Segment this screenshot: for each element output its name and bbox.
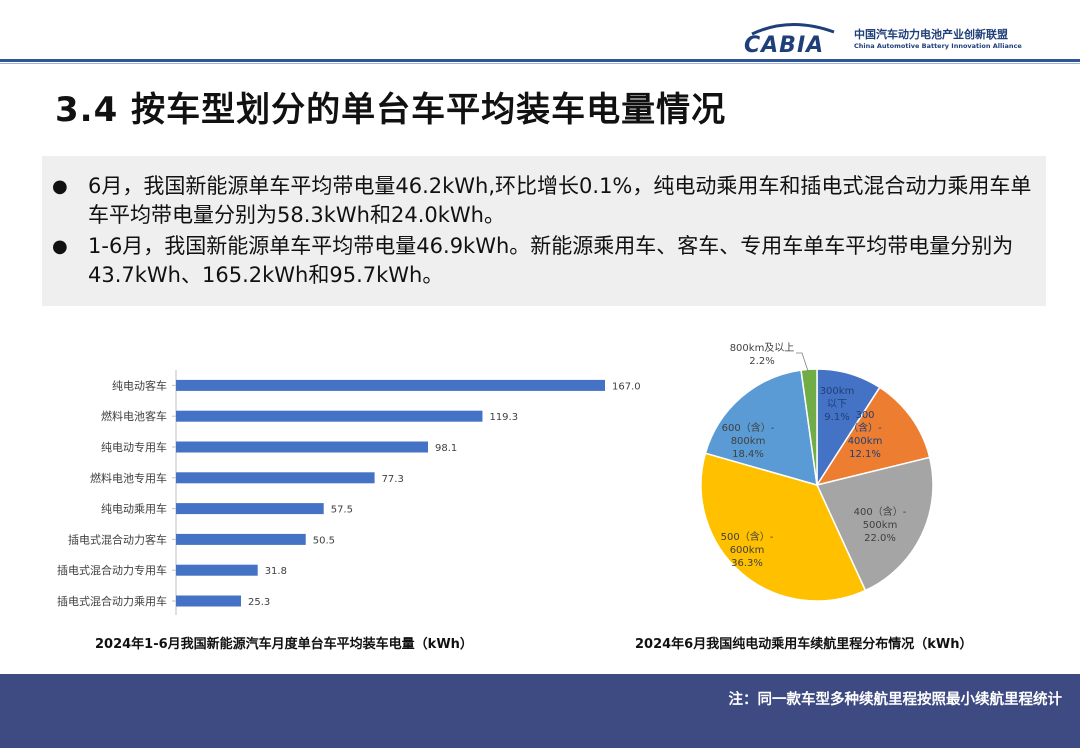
pie-leader-line (796, 352, 809, 372)
logo-car-roof-arc (751, 23, 835, 36)
bar-value-label: 167.0 (612, 381, 641, 392)
footer-note: 注：同一款车型多种续航里程按照最小续航里程统计 (728, 692, 1063, 708)
bar (176, 379, 605, 391)
bar (176, 410, 483, 422)
header-rule-thin (0, 63, 1080, 64)
bar (176, 441, 429, 453)
summary-bullet: ● 1-6月，我国新能源单车平均带电量46.9kWh。新能源乘用车、客车、专用车… (52, 232, 1042, 290)
pie-slice (815, 456, 934, 592)
bar (176, 595, 241, 607)
summary-bullet: ● 6月，我国新能源单车平均带电量46.2kWh,环比增长0.1%，纯电动乘用车… (52, 172, 1042, 230)
avg-battery-bar-chart: 纯电动客车 167.0 燃料电池客车 119.3 纯电动专用车 98.1 燃料电池专用车 77… (57, 370, 641, 615)
pie-slice-label: 400（含）-500km 22.0% (854, 505, 907, 544)
bar (176, 503, 324, 515)
pie-slice-label: 300 （含）-400km 12.1% (848, 410, 883, 460)
footer-band: 注：同一款车型多种续航里程按照最小续航里程统计 (0, 674, 1080, 748)
summary-box: ● 6月，我国新能源单车平均带电量46.2kWh,环比增长0.1%，纯电动乘用车… (42, 156, 1046, 306)
pie-slice (700, 452, 867, 602)
pie-slice-label: 600（含）-800km 18.4% (722, 421, 775, 460)
bar-value-label: 98.1 (435, 443, 457, 454)
header-rule (0, 59, 1080, 62)
bar (176, 533, 306, 545)
bullet-dot-icon: ● (52, 236, 68, 257)
range-distribution-pie-chart: 300km 以下 9.1% 300 （含）-400km 12.1% 400（含）-500km… (700, 342, 934, 602)
bar-category-label: 纯电动乘用车 (101, 502, 167, 516)
page-title: 3.4 按车型划分的单台车平均装车电量情况 (55, 90, 727, 130)
bar-value-label: 50.5 (313, 535, 335, 546)
pie-slice-label: 800km及以上 2.2% (730, 342, 795, 367)
summary-bullet-text: 6月，我国新能源单车平均带电量46.2kWh,环比增长0.1%，纯电动乘用车和插… (88, 174, 1032, 227)
bar-category-label: 插电式混合动力专用车 (57, 563, 167, 577)
org-name-cn: 中国汽车动力电池产业创新联盟 (854, 28, 1008, 41)
pie-slice (815, 386, 931, 487)
bar-category-label: 燃料电池客车 (101, 409, 167, 423)
bar-value-label: 119.3 (489, 412, 518, 423)
bar-category-label: 插电式混合动力乘用车 (57, 594, 167, 608)
bar (176, 472, 375, 484)
bar (176, 564, 258, 576)
logo-wordmark: CABIA (744, 33, 824, 56)
bar-value-label: 57.5 (331, 505, 353, 516)
bullet-dot-icon: ● (52, 176, 68, 197)
pie-slice (704, 369, 818, 487)
pie-chart-title: 2024年6月我国纯电动乘用车续航里程分布情况（kWh） (635, 637, 973, 652)
summary-bullet-text: 1-6月，我国新能源单车平均带电量46.9kWh。新能源乘用车、客车、专用车单车… (88, 234, 1014, 287)
org-name-en: China Automotive Battery Innovation Alli… (854, 42, 1022, 50)
cabia-logo-mark: CABIA (744, 23, 835, 56)
pie-slice-label: 300km 以下 9.1% (820, 386, 855, 423)
bar-value-label: 25.3 (248, 597, 270, 608)
bar-category-label: 燃料电池专用车 (90, 471, 167, 485)
pie-slice (800, 368, 818, 486)
bar-value-label: 31.8 (265, 566, 287, 577)
bar-chart-title: 2024年1-6月我国新能源汽车月度单台车平均装车电量（kWh） (95, 637, 473, 652)
pie-slice-label: 500（含）-600km 36.3% (721, 530, 774, 569)
bar-category-label: 纯电动专用车 (101, 440, 167, 454)
bar-value-label: 77.3 (382, 474, 404, 485)
bar-category-label: 纯电动客车 (112, 378, 167, 392)
bar-category-label: 插电式混合动力客车 (68, 532, 167, 546)
cabia-logo: CABIA 中国汽车动力电池产业创新联盟 China Automotive Ba… (738, 20, 1058, 56)
